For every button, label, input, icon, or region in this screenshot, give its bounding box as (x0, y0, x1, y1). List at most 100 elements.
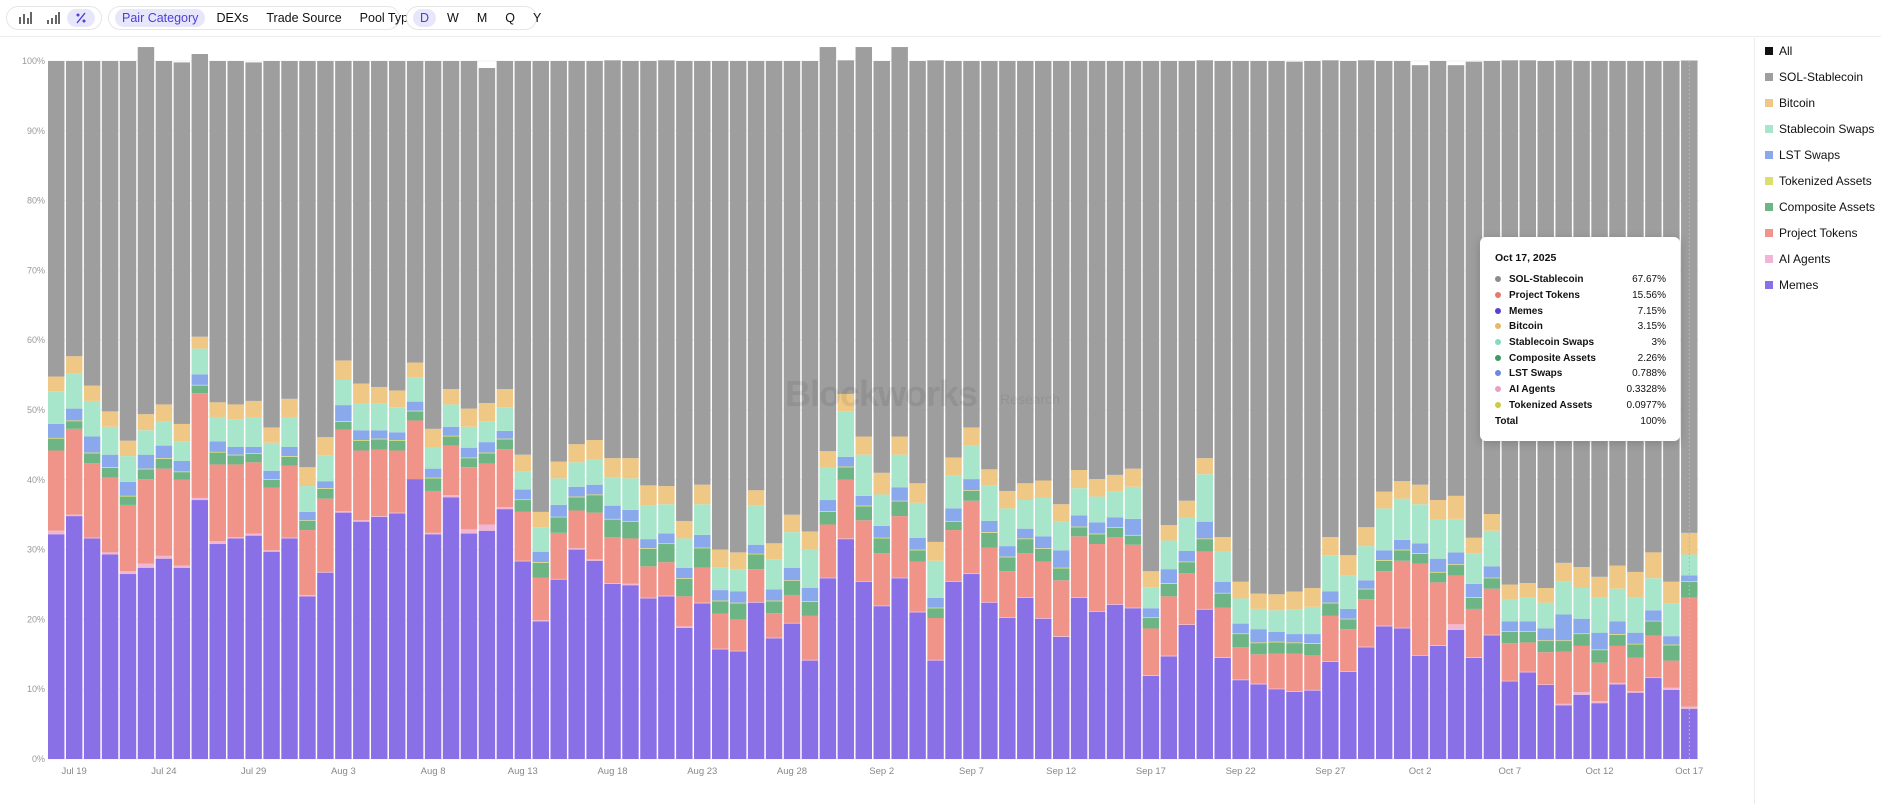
bar-segment (227, 455, 244, 465)
bar-segment (1232, 623, 1249, 634)
bar-segment (424, 477, 442, 479)
bar-segment (353, 521, 370, 759)
bar-chart-icon[interactable] (11, 9, 39, 27)
legend-item-memes[interactable]: Memes (1765, 278, 1818, 292)
bar-segment (173, 565, 191, 568)
legend-swatch (1765, 281, 1773, 289)
bar-segment (1447, 564, 1465, 576)
bar-segment (1609, 588, 1626, 622)
bar-segment (747, 569, 765, 602)
bar-segment (945, 520, 962, 522)
bar-segment (945, 581, 962, 582)
bar-segment (747, 602, 765, 759)
bar-segment (1609, 634, 1626, 635)
bar-segment (1447, 564, 1465, 565)
tab-trade-source[interactable]: Trade Source (266, 11, 342, 25)
legend-item-all[interactable]: All (1765, 44, 1792, 58)
tooltip-dot (1495, 370, 1501, 376)
bar-segment (478, 421, 496, 443)
bar-segment (711, 600, 729, 602)
bar-segment (1429, 645, 1447, 646)
bar-segment (981, 532, 998, 548)
legend-item-bitcoin[interactable]: Bitcoin (1765, 96, 1815, 110)
x-tick-label: Aug 23 (687, 766, 717, 777)
legend-item-composite-assets[interactable]: Composite Assets (1765, 200, 1875, 214)
bar-segment (155, 458, 173, 469)
bar-segment (747, 544, 765, 554)
bar-segment (137, 454, 155, 469)
bar-segment (927, 60, 944, 542)
bar-segment (783, 514, 801, 533)
bar-segment (514, 454, 532, 472)
bar-segment (550, 517, 567, 533)
legend-swatch (1765, 99, 1773, 107)
bar-segment (1591, 649, 1608, 651)
bar-segment (1124, 486, 1142, 519)
bar-segment (1681, 532, 1698, 555)
bar-segment (1088, 496, 1106, 523)
bar-segment (1268, 653, 1285, 689)
bar-segment (676, 578, 693, 597)
legend-item-lst-swaps[interactable]: LST Swaps (1765, 148, 1840, 162)
bar-segment (1501, 680, 1519, 682)
bar-segment (981, 547, 998, 602)
legend-item-project-tokens[interactable]: Project Tokens (1765, 226, 1858, 240)
x-tick-label: Aug 28 (777, 766, 807, 777)
bar-segment (1106, 61, 1124, 475)
bar-segment (353, 383, 370, 404)
bar-segment (496, 61, 514, 390)
tab-pool-type[interactable]: Pool Type (359, 11, 416, 25)
bar-segment (819, 511, 837, 512)
tooltip-total-row: Total 100% (1495, 414, 1666, 428)
period-month[interactable]: M (476, 11, 488, 25)
bar-segment (586, 440, 603, 460)
bar-segment (1393, 627, 1411, 629)
period-week[interactable]: W (447, 11, 459, 25)
bar-segment (388, 61, 406, 391)
bar-segment (1393, 550, 1411, 561)
period-day[interactable]: D (413, 9, 437, 27)
bar-segment (460, 529, 478, 534)
bar-segment (1537, 640, 1554, 642)
bar-segment (1160, 569, 1178, 584)
bar-segment (1214, 593, 1231, 608)
legend-item-ai-agents[interactable]: AI Agents (1765, 252, 1830, 266)
category-switcher: Pair Category DEXs Trade Source Pool Typ… (108, 6, 415, 30)
bar-segment (1070, 526, 1088, 528)
bar-segment (1555, 641, 1572, 652)
bar-segment (640, 548, 657, 549)
bar-segment (1627, 643, 1644, 645)
legend-item-stablecoin-swaps[interactable]: Stablecoin Swaps (1765, 122, 1874, 136)
bar-segment (1465, 657, 1483, 658)
tooltip-dot (1495, 386, 1501, 392)
tab-dexs[interactable]: DEXs (216, 11, 249, 25)
bar-segment (891, 577, 908, 579)
legend-item-sol-stablecoin[interactable]: SOL-Stablecoin (1765, 70, 1863, 84)
legend-item-tokenized-assets[interactable]: Tokenized Assets (1765, 174, 1872, 188)
bar-segment (514, 500, 532, 512)
bar-segment (1537, 684, 1554, 686)
tab-pair-category[interactable]: Pair Category (115, 9, 206, 27)
bar-segment (1268, 688, 1285, 690)
bar-segment (586, 512, 603, 560)
bar-segment (119, 456, 137, 482)
percent-icon[interactable] (67, 9, 95, 27)
bar-segment (1286, 609, 1303, 635)
bar-chart-rising-icon[interactable] (39, 9, 67, 27)
bar-segment (711, 648, 729, 650)
bar-segment (299, 467, 316, 487)
bar-segment (173, 479, 191, 566)
bar-segment (963, 61, 980, 428)
bar-segment (83, 385, 101, 401)
legend-label: Stablecoin Swaps (1779, 122, 1875, 136)
bar-segment (783, 622, 801, 624)
bar-segment (1322, 615, 1339, 662)
bar-segment (1340, 575, 1357, 609)
bar-segment (1304, 643, 1321, 644)
bar-segment (65, 61, 83, 357)
period-year[interactable]: Y (533, 11, 542, 25)
period-quarter[interactable]: Q (505, 11, 515, 25)
bar-segment (1052, 636, 1070, 637)
bar-segment (1358, 527, 1375, 547)
x-tick-label: Oct 2 (1409, 766, 1432, 777)
